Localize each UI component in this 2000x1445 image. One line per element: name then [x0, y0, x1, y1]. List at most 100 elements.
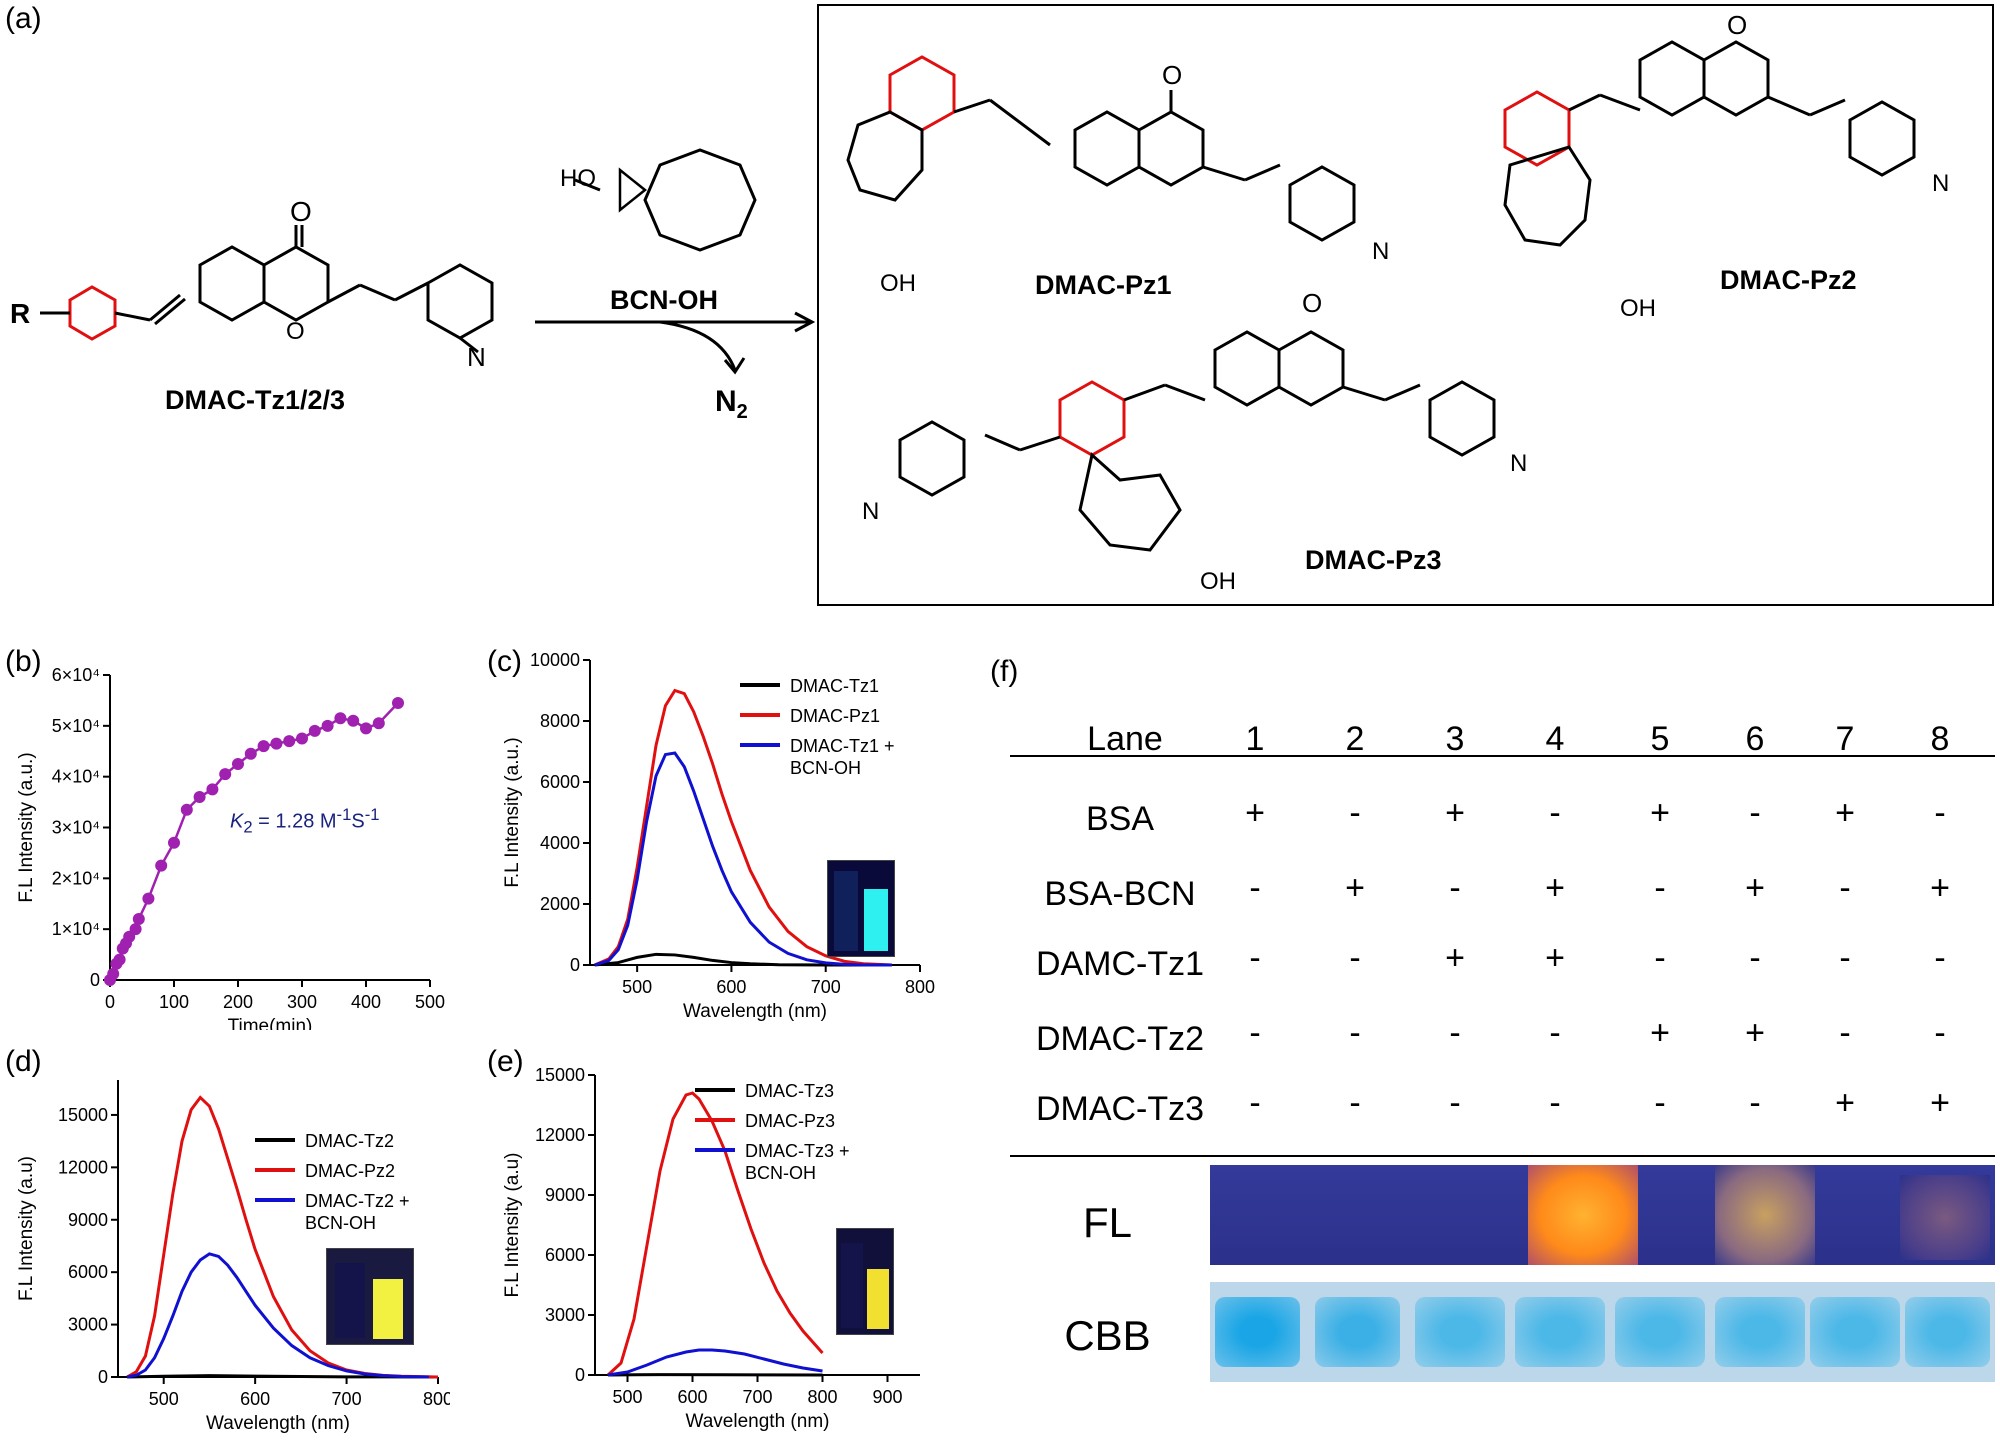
- x-tick-label: 0: [105, 992, 115, 1012]
- lane-cell: -: [1725, 794, 1785, 833]
- lane-cell: +: [1225, 794, 1285, 833]
- data-point: [155, 860, 167, 872]
- data-point: [206, 783, 218, 795]
- rate-constant-subscript: 2: [243, 818, 252, 837]
- cbb-band-lane-7: [1810, 1297, 1900, 1367]
- lane-cell: -: [1225, 1014, 1285, 1053]
- data-point: [373, 717, 385, 729]
- lane-cell: +: [1910, 1084, 1970, 1123]
- gel-label-fl: FL: [1010, 1199, 1205, 1247]
- x-tick-label: 500: [415, 992, 445, 1012]
- y-tick-label: 3000: [68, 1315, 108, 1335]
- cbb-band-lane-1: [1215, 1297, 1300, 1367]
- y-tick-label: 6000: [68, 1262, 108, 1282]
- y-tick-label: 15000: [535, 1065, 585, 1085]
- pz3-aryl-ring-right: [1430, 382, 1494, 455]
- product-name-pz3: DMAC-Pz3: [1305, 545, 1442, 576]
- substituent-label: R: [10, 298, 30, 330]
- lane-cell: +: [1425, 794, 1485, 833]
- lane-cell: -: [1725, 939, 1785, 978]
- legend-label-0: DMAC-Tz2: [305, 1131, 394, 1151]
- product-name-pz2: DMAC-Pz2: [1720, 265, 1857, 296]
- cuvette-photo-e: [836, 1228, 894, 1335]
- carbonyl-oxygen-label: O: [290, 196, 312, 228]
- lane-cell: -: [1725, 1084, 1785, 1123]
- x-tick-label: 200: [223, 992, 253, 1012]
- data-point: [181, 804, 193, 816]
- pz3-hydroxyl-label: OH: [1200, 568, 1236, 596]
- lane-cell: -: [1630, 939, 1690, 978]
- x-axis-label: Wavelength (nm): [206, 1413, 350, 1434]
- cuvette-photo-d: [326, 1248, 414, 1345]
- cuvette-left-c: [834, 871, 858, 951]
- pz1-carbonyl-label: O: [1162, 60, 1182, 91]
- lane-cell: -: [1325, 794, 1385, 833]
- cuvette-right-d: [373, 1279, 403, 1339]
- x-tick-label: 800: [423, 1389, 450, 1409]
- pz2-chromone-pyrone: [1704, 42, 1768, 115]
- lane-cell: -: [1910, 1014, 1970, 1053]
- lane-cell: -: [1225, 869, 1285, 908]
- lane-cell: -: [1630, 1084, 1690, 1123]
- pz1-amine-label: N: [1372, 238, 1389, 266]
- lane-number: 8: [1910, 720, 1970, 759]
- bcn-ring: [645, 150, 755, 250]
- legend-label-2: DMAC-Tz1 +: [790, 736, 895, 756]
- row-label: BSA: [1010, 800, 1230, 839]
- y-axis-label: F.L Intensity (a.u): [502, 1152, 523, 1297]
- lane-cell: -: [1325, 1084, 1385, 1123]
- panel-label-f: (f): [990, 655, 1018, 689]
- fl-gel-image: [1210, 1165, 1995, 1265]
- lane-cell: +: [1525, 939, 1585, 978]
- legend-label-1: DMAC-Pz1: [790, 706, 880, 726]
- lane-number: 4: [1525, 720, 1585, 759]
- x-tick-label: 700: [742, 1387, 772, 1407]
- pz3-chromone-pyrone: [1279, 332, 1343, 405]
- cbb-band-lane-3: [1415, 1297, 1505, 1367]
- chromone-benzo-ring: [200, 247, 264, 320]
- x-axis-label: Wavelength (nm): [686, 1411, 830, 1432]
- pz3-amine-left-label: N: [862, 498, 879, 526]
- rate-constant-unit-s: S: [351, 811, 364, 833]
- y-tick-label: 6000: [545, 1245, 585, 1265]
- data-point: [270, 738, 282, 750]
- x-tick-label: 800: [905, 977, 935, 997]
- cbb-band-lane-2: [1315, 1297, 1400, 1367]
- data-point: [296, 733, 308, 745]
- lane-cell: +: [1630, 1014, 1690, 1053]
- cuvette-left-d: [335, 1263, 365, 1338]
- x-tick-label: 400: [351, 992, 381, 1012]
- x-tick-label: 900: [872, 1387, 902, 1407]
- ring-oxygen-label: O: [286, 318, 305, 346]
- y-tick-label: 0: [98, 1367, 108, 1387]
- lane-cell: -: [1910, 794, 1970, 833]
- data-point: [168, 837, 180, 849]
- pz3-aryl-ring-left: [900, 422, 964, 495]
- data-point: [245, 748, 257, 760]
- y-tick-label: 5×10⁴: [52, 716, 100, 736]
- legend-label-2: DMAC-Tz2 +: [305, 1191, 410, 1211]
- bcn-hydroxyl-label: HO: [560, 165, 596, 193]
- x-tick-label: 600: [677, 1387, 707, 1407]
- pz3-carbonyl-label: O: [1302, 288, 1322, 319]
- y-tick-label: 12000: [58, 1157, 108, 1177]
- y-tick-label: 8000: [540, 711, 580, 731]
- rate-constant-value: = 1.28 M: [253, 811, 337, 833]
- lane-header: Lane: [1055, 720, 1195, 759]
- lane-cell: +: [1815, 794, 1875, 833]
- lane-cell: -: [1525, 1014, 1585, 1053]
- lane-cell: +: [1725, 1014, 1785, 1053]
- fl-band-lane-4: [1528, 1165, 1638, 1265]
- data-point: [114, 954, 126, 966]
- data-point: [347, 715, 359, 727]
- legend-label-1: DMAC-Pz2: [305, 1161, 395, 1181]
- lane-cell: -: [1225, 1084, 1285, 1123]
- data-point: [322, 720, 334, 732]
- series-line-1: [608, 1093, 823, 1375]
- lane-cell: +: [1325, 869, 1385, 908]
- product-name-pz1: DMAC-Pz1: [1035, 270, 1172, 301]
- pz2-aryl-ring: [1850, 102, 1914, 175]
